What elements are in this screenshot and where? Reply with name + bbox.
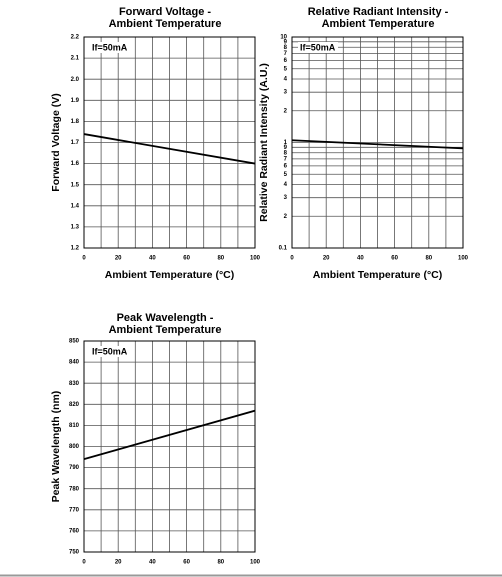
y-tick-label: 1.7: [71, 140, 80, 146]
y-tick-label: 1: [284, 140, 288, 146]
data-line: [83, 133, 256, 165]
y-tick-label: 2: [284, 214, 288, 220]
plot-frame: [83, 36, 256, 249]
x-tick-label: 40: [149, 256, 156, 262]
y-tick-label: 5: [284, 172, 288, 178]
y-tick-label: 1.3: [71, 224, 80, 230]
y-tick-label: 9: [284, 145, 288, 151]
y-tick-label: 1.6: [71, 161, 80, 167]
y-tick-label: 2.0: [71, 77, 80, 83]
y-tick-label: 850: [69, 339, 80, 345]
y-tick-label: 1.9: [71, 98, 80, 104]
y-tick-label: 6: [284, 58, 288, 64]
x-tick-label: 80: [217, 560, 224, 566]
y-tick-label: 820: [69, 402, 80, 408]
y-tick-label: 1.8: [71, 119, 80, 125]
y-tick-label: 770: [69, 507, 80, 513]
x-tick-label: 20: [323, 256, 330, 262]
y-tick-label: 7: [284, 51, 288, 57]
y-tick-label: 6: [284, 163, 288, 169]
x-tick-label: 100: [458, 256, 469, 262]
x-tick-label: 40: [357, 256, 364, 262]
y-axis-label: Forward Voltage (V): [50, 93, 62, 191]
y-tick-label: 4: [284, 182, 288, 188]
x-axis-label: Ambient Temperature (°C): [105, 269, 234, 281]
x-axis-label: Ambient Temperature (°C): [313, 269, 442, 281]
y-tick-label: 10: [280, 35, 287, 41]
x-tick-label: 100: [250, 560, 261, 566]
x-tick-label: 60: [391, 256, 398, 262]
y-tick-label: 5: [284, 66, 288, 72]
chart-title: Ambient Temperature: [322, 18, 435, 30]
y-tick-label: 750: [69, 550, 80, 556]
y-tick-label: 760: [69, 528, 80, 534]
y-tick-label: 0.1: [279, 246, 288, 252]
y-tick-label: 800: [69, 444, 80, 450]
y-tick-label: 4: [284, 77, 288, 83]
y-tick-label: 3: [284, 90, 288, 96]
data-line: [291, 139, 464, 150]
y-tick-label: 8: [284, 45, 288, 51]
x-tick-label: 60: [183, 560, 190, 566]
y-axis-label: Peak Wavelength (nm): [50, 391, 62, 503]
y-tick-label: 1.4: [71, 203, 80, 209]
chart-title: Peak Wavelength -: [117, 312, 214, 324]
y-axis-label: Relative Radiant Intensity (A.U.): [258, 63, 270, 222]
y-tick-label: 1.2: [71, 246, 80, 252]
annotation: If=50mA: [300, 42, 336, 52]
x-tick-label: 60: [183, 256, 190, 262]
x-tick-label: 80: [217, 256, 224, 262]
y-tick-label: 830: [69, 381, 80, 387]
y-tick-label: 2: [284, 108, 288, 114]
chart-title: Ambient Temperature: [109, 18, 222, 30]
x-tick-label: 0: [82, 560, 86, 566]
y-tick-label: 2.1: [71, 56, 80, 62]
y-tick-label: 9: [284, 39, 288, 45]
x-tick-label: 20: [115, 560, 122, 566]
chart-title: Relative Radiant Intensity -: [308, 6, 449, 18]
y-tick-label: 2.2: [71, 35, 80, 41]
annotation-bg: [298, 42, 338, 53]
annotation: If=50mA: [92, 42, 128, 52]
y-tick-label: 7: [284, 156, 288, 162]
data-line: [83, 409, 256, 461]
chart-title: Ambient Temperature: [109, 324, 222, 336]
y-tick-label: 840: [69, 360, 80, 366]
y-tick-label: 790: [69, 465, 80, 471]
x-tick-label: 40: [149, 560, 156, 566]
annotation: If=50mA: [92, 346, 128, 356]
y-tick-label: 8: [284, 150, 288, 156]
x-tick-label: 20: [115, 256, 122, 262]
annotation-bg: [90, 346, 130, 357]
x-tick-label: 0: [82, 256, 86, 262]
y-tick-label: 810: [69, 423, 80, 429]
annotation-bg: [90, 42, 130, 53]
y-tick-label: 780: [69, 486, 80, 492]
y-tick-label: 3: [284, 195, 288, 201]
x-tick-label: 0: [290, 256, 294, 262]
x-tick-label: 100: [250, 256, 261, 262]
x-tick-label: 80: [425, 256, 432, 262]
chart-title: Forward Voltage -: [119, 6, 211, 18]
plot-frame: [291, 36, 464, 249]
y-tick-label: 1.5: [71, 182, 80, 188]
plot-frame: [83, 340, 256, 553]
